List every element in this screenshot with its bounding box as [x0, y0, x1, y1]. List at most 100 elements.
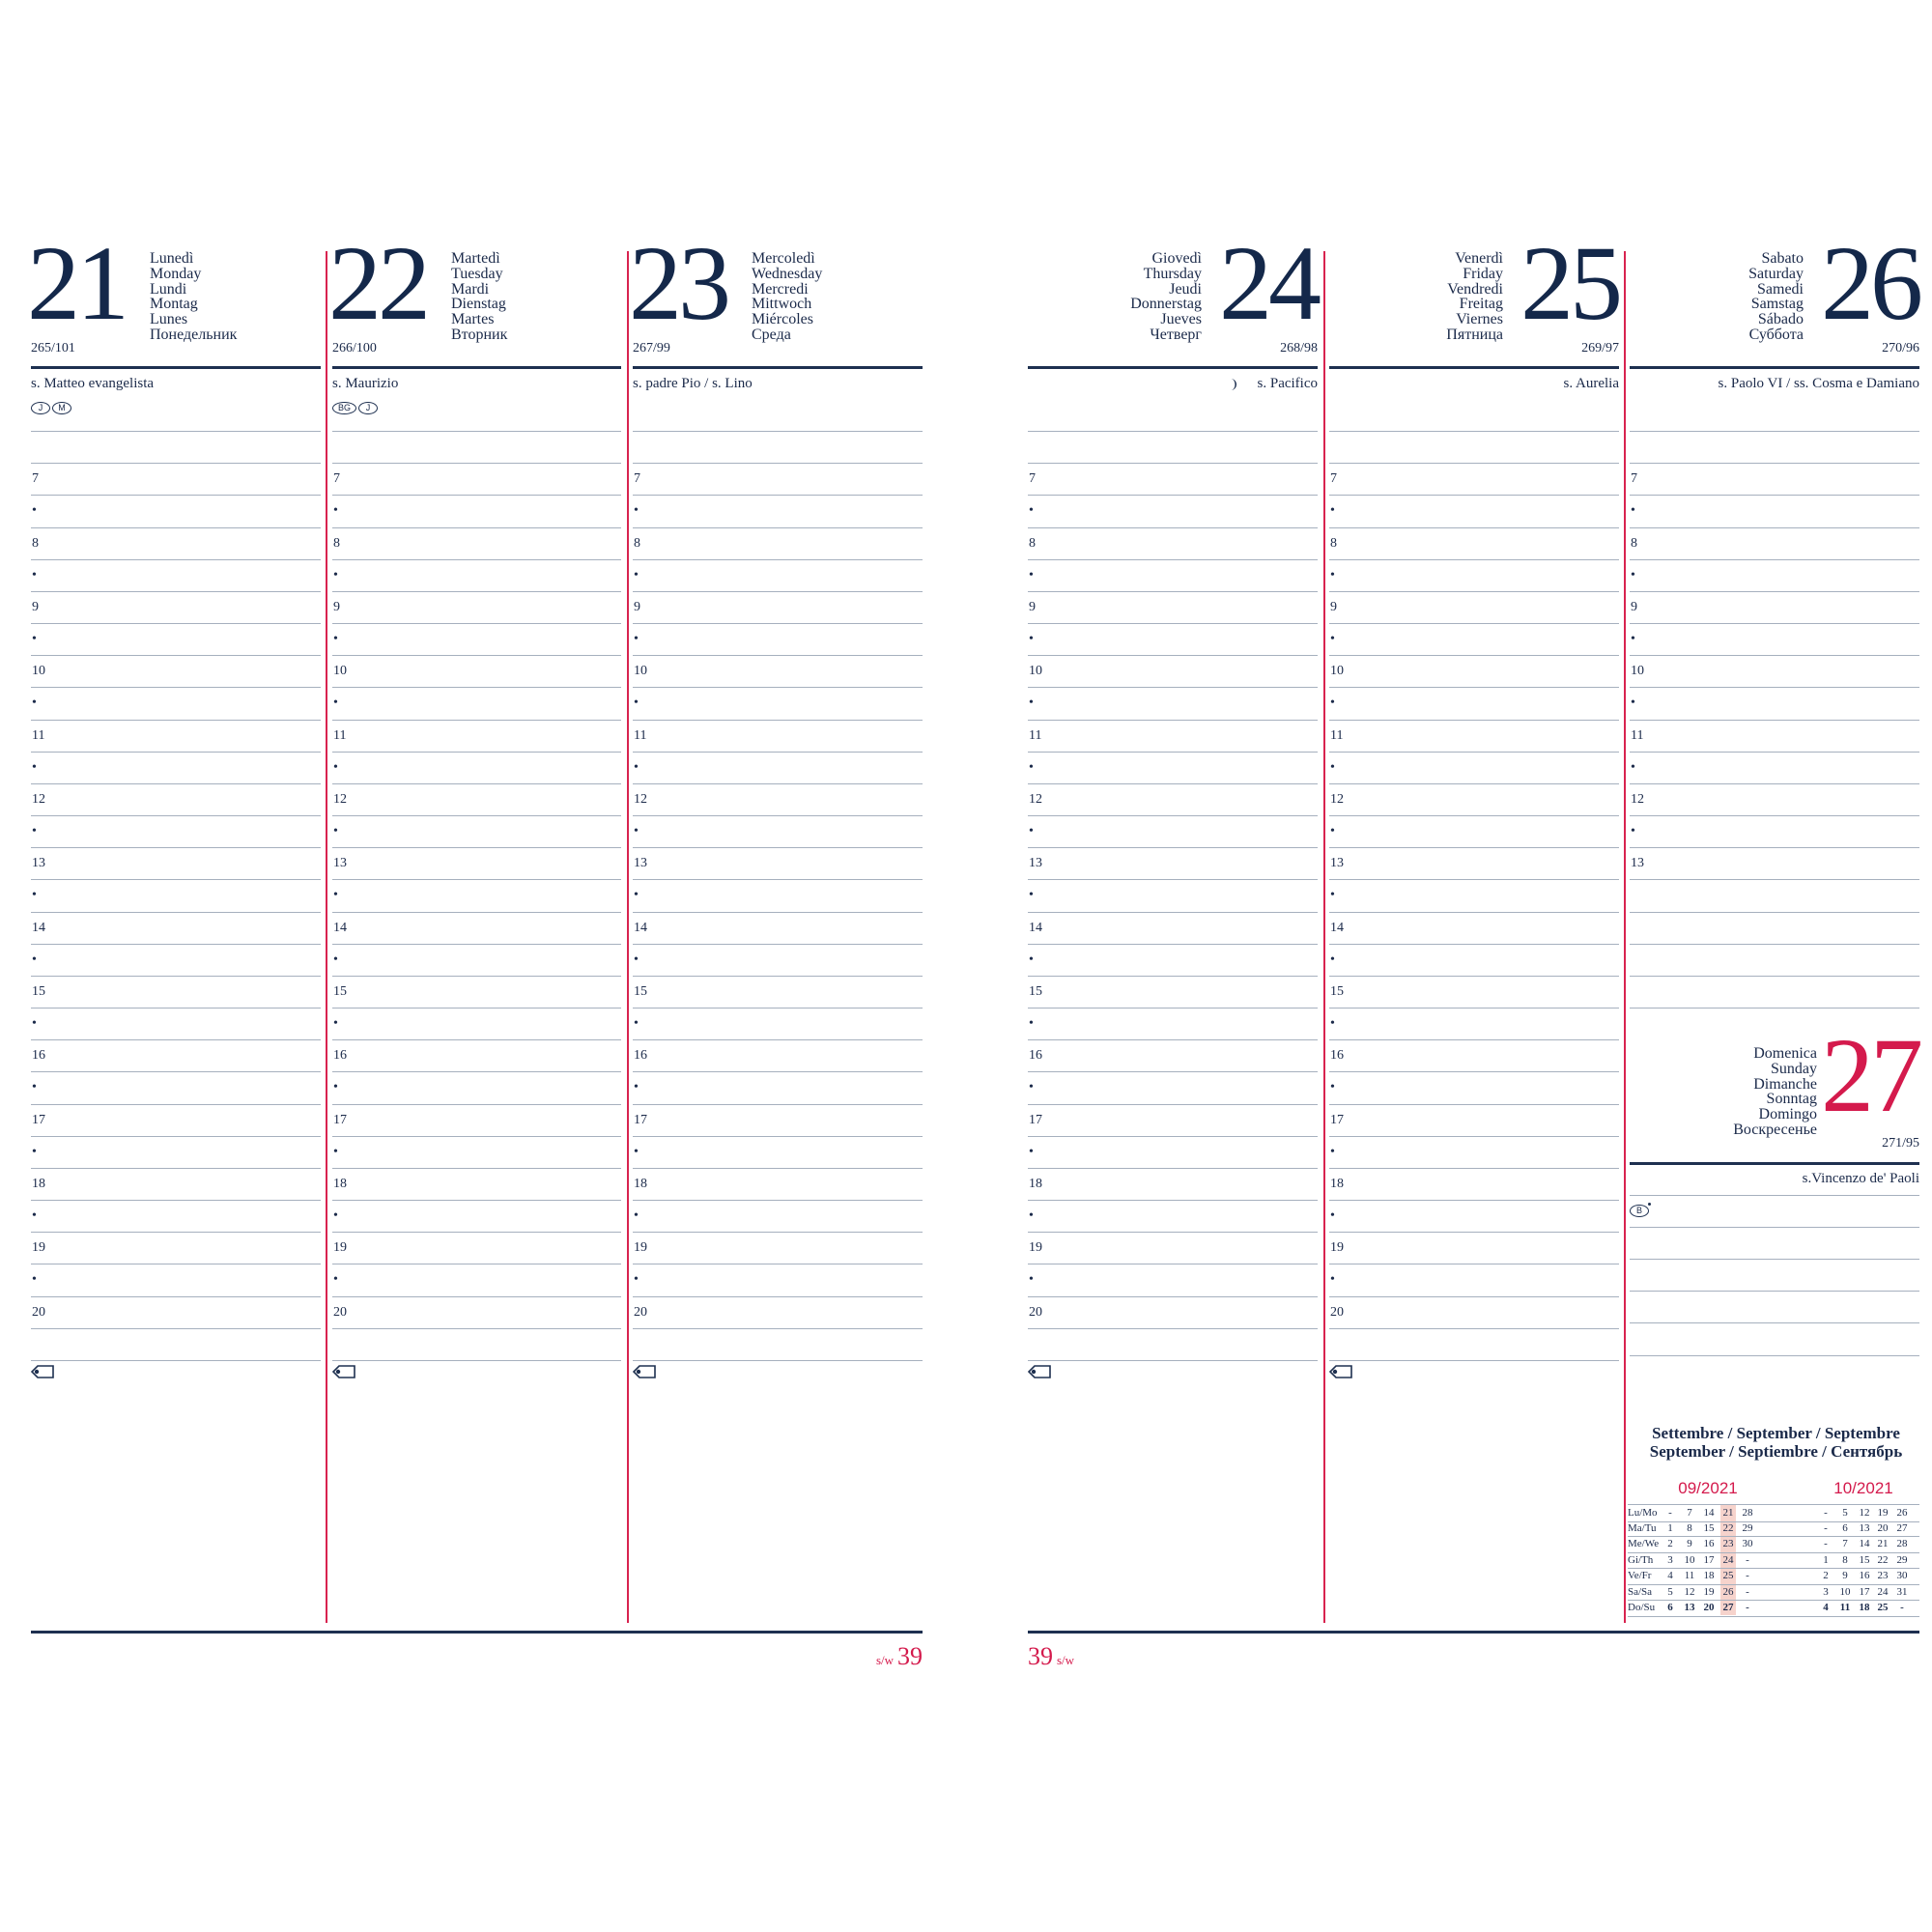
calendar-date[interactable]: 7 [1687, 1507, 1692, 1519]
calendar-date[interactable]: - [1746, 1570, 1749, 1581]
calendar-date[interactable]: 1 [1823, 1553, 1829, 1566]
calendar-date[interactable]: 5 [1667, 1585, 1673, 1598]
calendar-date[interactable]: 11 [1684, 1570, 1695, 1581]
calendar-date[interactable]: 14 [1703, 1507, 1715, 1519]
calendar-date[interactable]: 6 [1667, 1602, 1673, 1613]
calendar-date[interactable]: 20 [1877, 1521, 1889, 1534]
calendar-date[interactable]: 2 [1667, 1538, 1673, 1549]
day-number: 25 [1520, 224, 1623, 342]
day-of-year: 268/98 [1280, 341, 1318, 355]
half-hour-dot: • [1029, 696, 1034, 710]
half-hour-dot: • [634, 952, 639, 967]
calendar-date[interactable]: 22 [1722, 1521, 1734, 1534]
row-rule [1329, 1136, 1619, 1137]
tag-icon[interactable] [1328, 1365, 1352, 1383]
calendar-date[interactable]: 13 [1859, 1521, 1870, 1534]
calendar-date[interactable]: 25 [1877, 1602, 1889, 1613]
calendar-date[interactable]: - [1824, 1538, 1828, 1549]
calendar-date[interactable]: 3 [1823, 1585, 1829, 1598]
calendar-date[interactable]: - [1746, 1602, 1749, 1613]
calendar-date[interactable]: 26 [1722, 1585, 1734, 1598]
calendar-date[interactable]: 24 [1722, 1553, 1734, 1566]
day-column-22: 22 Martedì Tuesday Mardi Dienstag Martes Вторн… [328, 0, 621, 1932]
calendar-date[interactable]: - [1900, 1602, 1904, 1613]
calendar-date[interactable]: 4 [1823, 1602, 1829, 1613]
calendar-date[interactable]: 27 [1896, 1521, 1908, 1534]
calendar-date[interactable]: 30 [1896, 1570, 1908, 1581]
row-rule [1329, 720, 1619, 721]
calendar-date[interactable]: 10 [1839, 1585, 1851, 1598]
calendar-date[interactable]: 17 [1859, 1585, 1870, 1598]
calendar-date[interactable]: 2 [1823, 1570, 1829, 1581]
calendar-date[interactable]: 14 [1859, 1538, 1870, 1549]
calendar-date[interactable]: 25 [1722, 1570, 1734, 1581]
calendar-date[interactable]: 16 [1859, 1570, 1870, 1581]
row-rule [31, 495, 321, 496]
calendar-date[interactable]: - [1746, 1585, 1749, 1598]
header-rule [31, 366, 321, 369]
calendar-date[interactable]: 10 [1684, 1553, 1695, 1566]
calendar-date[interactable]: 8 [1842, 1553, 1848, 1566]
tag-icon[interactable] [1027, 1365, 1051, 1383]
half-hour-dot: • [1330, 1080, 1335, 1094]
calendar-date[interactable]: 18 [1859, 1602, 1870, 1613]
calendar-date[interactable]: 20 [1703, 1602, 1715, 1613]
calendar-date[interactable]: 23 [1877, 1570, 1889, 1581]
calendar-date[interactable]: 31 [1896, 1585, 1908, 1598]
calendar-date[interactable]: 29 [1742, 1521, 1753, 1534]
half-hour-dot: • [634, 888, 639, 902]
calendar-date[interactable]: - [1824, 1507, 1828, 1519]
half-hour-dot: • [333, 696, 338, 710]
calendar-date[interactable]: 5 [1842, 1507, 1848, 1519]
calendar-date[interactable]: 12 [1859, 1507, 1870, 1519]
calendar-date[interactable]: 24 [1877, 1585, 1889, 1598]
calendar-date[interactable]: 29 [1896, 1553, 1908, 1566]
weekday-name: Понедельник [150, 326, 238, 343]
calendar-date[interactable]: 9 [1687, 1538, 1692, 1549]
calendar-date[interactable]: 15 [1703, 1521, 1715, 1534]
calendar-date[interactable]: 15 [1859, 1553, 1870, 1566]
calendar-date[interactable]: 12 [1684, 1585, 1695, 1598]
calendar-date[interactable]: 18 [1703, 1570, 1715, 1581]
day-number: 21 [27, 224, 129, 342]
tag-icon[interactable] [30, 1365, 54, 1383]
calendar-date[interactable]: 28 [1896, 1538, 1908, 1549]
calendar-date[interactable]: 8 [1687, 1521, 1692, 1534]
calendar-date[interactable]: 26 [1896, 1507, 1908, 1519]
calendar-date[interactable]: 11 [1839, 1602, 1851, 1613]
row-rule [1028, 847, 1318, 848]
calendar-date[interactable]: 19 [1877, 1507, 1889, 1519]
calendar-date[interactable]: 9 [1842, 1570, 1848, 1581]
calendar-date[interactable]: 7 [1842, 1538, 1848, 1549]
calendar-date[interactable]: 30 [1742, 1538, 1753, 1549]
hour-label: 8 [1330, 536, 1337, 551]
calendar-date[interactable]: 16 [1703, 1538, 1715, 1549]
calendar-date[interactable]: 28 [1742, 1507, 1753, 1519]
column-divider [1323, 251, 1325, 1623]
calendar-date[interactable]: - [1668, 1507, 1672, 1519]
calendar-date[interactable]: 17 [1703, 1553, 1715, 1566]
hour-label: 9 [333, 600, 340, 614]
calendar-date[interactable]: - [1746, 1553, 1749, 1566]
calendar-date[interactable]: 22 [1877, 1553, 1889, 1566]
hour-label: 19 [1029, 1240, 1042, 1255]
calendar-date[interactable]: 19 [1703, 1585, 1715, 1598]
calendar-date[interactable]: 21 [1722, 1507, 1734, 1519]
row-rule [31, 559, 321, 560]
calendar-date[interactable]: 6 [1842, 1521, 1848, 1534]
row-rule [31, 815, 321, 816]
tag-icon[interactable] [632, 1365, 656, 1383]
hour-label: 17 [1029, 1113, 1042, 1127]
calendar-date[interactable]: 1 [1667, 1521, 1673, 1534]
calendar-date[interactable]: 23 [1722, 1538, 1734, 1549]
calendar-date[interactable]: 21 [1877, 1538, 1889, 1549]
calendar-date[interactable]: 27 [1722, 1602, 1734, 1613]
calendar-date[interactable]: 13 [1684, 1602, 1695, 1613]
row-rule [1329, 879, 1619, 880]
calendar-date[interactable]: 3 [1667, 1553, 1673, 1566]
calendar-date[interactable]: 4 [1667, 1570, 1673, 1581]
row-rule [1329, 623, 1619, 624]
calendar-date[interactable]: - [1824, 1521, 1828, 1534]
tag-icon[interactable] [331, 1365, 355, 1383]
row-rule [1028, 463, 1318, 464]
